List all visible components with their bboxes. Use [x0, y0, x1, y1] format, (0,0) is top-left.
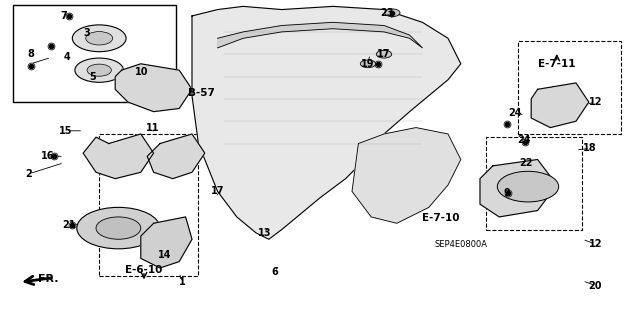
Text: 21: 21: [62, 220, 76, 230]
Text: 6: 6: [272, 267, 278, 277]
Text: E-7-10: E-7-10: [422, 212, 459, 223]
Polygon shape: [192, 6, 461, 239]
Text: 14: 14: [158, 250, 172, 260]
Circle shape: [72, 25, 126, 52]
Text: 5: 5: [90, 71, 96, 82]
Text: 9: 9: [504, 188, 510, 198]
Circle shape: [77, 207, 160, 249]
Circle shape: [86, 32, 113, 45]
Text: 15: 15: [59, 126, 73, 136]
Circle shape: [360, 60, 376, 68]
Polygon shape: [141, 217, 192, 268]
Circle shape: [75, 58, 124, 82]
Text: 17: 17: [211, 186, 225, 197]
Text: 22: 22: [519, 158, 533, 168]
Polygon shape: [115, 64, 192, 112]
Text: 12: 12: [588, 239, 602, 249]
Text: 13: 13: [257, 228, 271, 238]
Circle shape: [385, 9, 400, 17]
Polygon shape: [147, 134, 205, 179]
Text: 7: 7: [61, 11, 67, 21]
Text: 17: 17: [377, 49, 391, 59]
Text: 23: 23: [380, 8, 394, 18]
Polygon shape: [83, 134, 154, 179]
Text: B-57: B-57: [188, 87, 214, 98]
Text: FR.: FR.: [38, 274, 59, 284]
Text: 8: 8: [28, 49, 34, 59]
Text: 20: 20: [588, 280, 602, 291]
Text: 16: 16: [41, 151, 55, 161]
Circle shape: [376, 50, 392, 58]
Text: 24: 24: [516, 135, 531, 145]
Circle shape: [497, 171, 559, 202]
Polygon shape: [352, 128, 461, 223]
Text: 4: 4: [64, 52, 70, 63]
Polygon shape: [218, 22, 422, 48]
Text: E-6-10: E-6-10: [125, 264, 163, 275]
Circle shape: [87, 64, 111, 76]
Circle shape: [96, 217, 141, 239]
Text: E-7-11: E-7-11: [538, 59, 575, 69]
Text: 12: 12: [588, 97, 602, 107]
Text: 11: 11: [145, 122, 159, 133]
Polygon shape: [480, 160, 557, 217]
Text: 2: 2: [26, 169, 32, 179]
Text: 1: 1: [179, 277, 186, 287]
Text: 3: 3: [83, 28, 90, 39]
Polygon shape: [531, 83, 589, 128]
Text: 18: 18: [583, 143, 597, 153]
Text: 19: 19: [361, 59, 375, 69]
Text: SEP4E0800A: SEP4E0800A: [435, 240, 487, 249]
Text: 10: 10: [135, 67, 149, 77]
Text: 24: 24: [508, 108, 522, 118]
